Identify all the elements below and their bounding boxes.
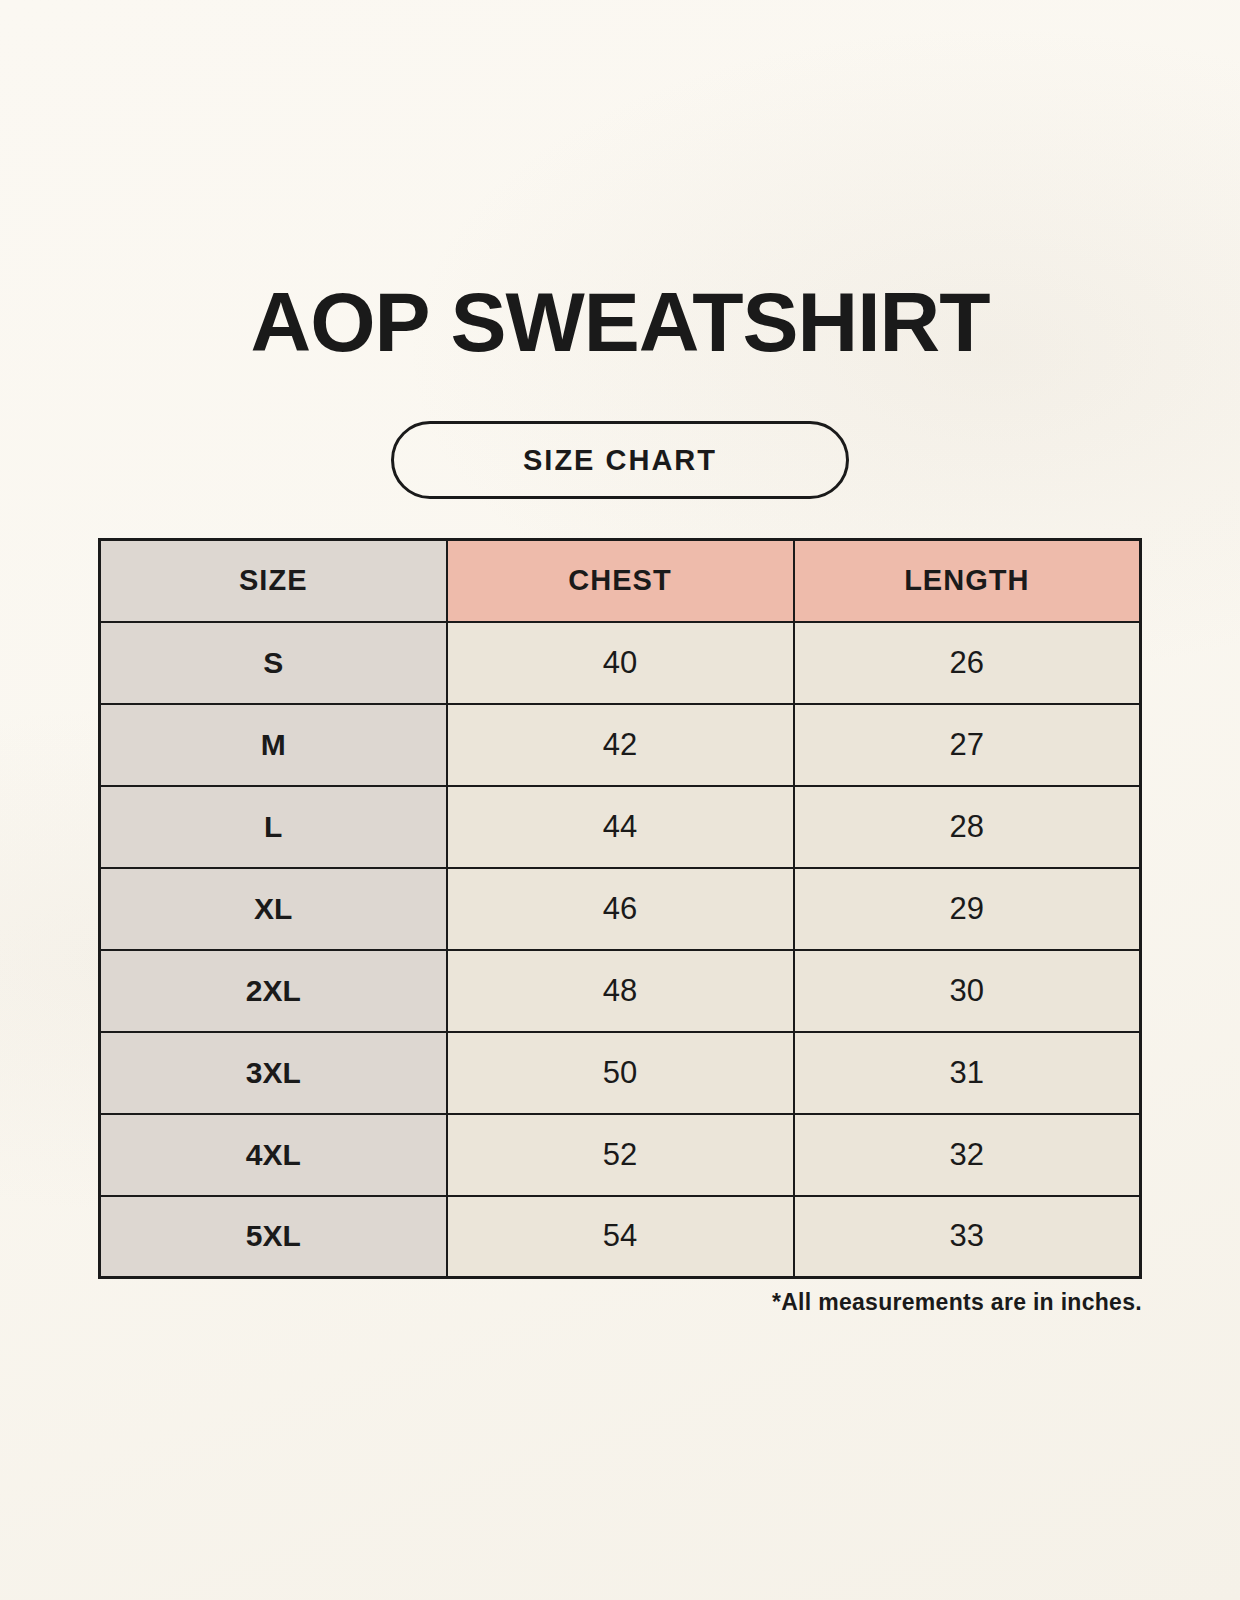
page-title: AOP SWEATSHIRT xyxy=(0,280,1240,364)
size-cell: XL xyxy=(100,868,447,950)
column-header-length: LENGTH xyxy=(794,540,1141,622)
table-header-row: SIZE CHEST LENGTH xyxy=(100,540,1141,622)
size-cell: 2XL xyxy=(100,950,447,1032)
size-cell: 3XL xyxy=(100,1032,447,1114)
column-header-chest: CHEST xyxy=(447,540,794,622)
table-row: L 44 28 xyxy=(100,786,1141,868)
size-chart-table: SIZE CHEST LENGTH S 40 26 M 42 27 L 44 2… xyxy=(98,538,1142,1279)
length-cell: 26 xyxy=(794,622,1141,704)
length-cell: 32 xyxy=(794,1114,1141,1196)
table-row: 5XL 54 33 xyxy=(100,1196,1141,1278)
length-cell: 33 xyxy=(794,1196,1141,1278)
size-chart-badge: SIZE CHART xyxy=(391,421,849,499)
chest-cell: 40 xyxy=(447,622,794,704)
table-row: XL 46 29 xyxy=(100,868,1141,950)
length-cell: 31 xyxy=(794,1032,1141,1114)
length-cell: 27 xyxy=(794,704,1141,786)
chest-cell: 42 xyxy=(447,704,794,786)
table-row: 3XL 50 31 xyxy=(100,1032,1141,1114)
chest-cell: 52 xyxy=(447,1114,794,1196)
column-header-size: SIZE xyxy=(100,540,447,622)
chest-cell: 44 xyxy=(447,786,794,868)
table-row: 2XL 48 30 xyxy=(100,950,1141,1032)
size-chart-badge-label: SIZE CHART xyxy=(523,444,717,477)
length-cell: 28 xyxy=(794,786,1141,868)
measurement-units-footnote: *All measurements are in inches. xyxy=(98,1289,1142,1316)
chest-cell: 50 xyxy=(447,1032,794,1114)
size-cell: M xyxy=(100,704,447,786)
length-cell: 29 xyxy=(794,868,1141,950)
size-cell: S xyxy=(100,622,447,704)
size-cell: 4XL xyxy=(100,1114,447,1196)
table-row: 4XL 52 32 xyxy=(100,1114,1141,1196)
table-row: S 40 26 xyxy=(100,622,1141,704)
chest-cell: 48 xyxy=(447,950,794,1032)
chest-cell: 54 xyxy=(447,1196,794,1278)
size-cell: 5XL xyxy=(100,1196,447,1278)
table-row: M 42 27 xyxy=(100,704,1141,786)
length-cell: 30 xyxy=(794,950,1141,1032)
size-cell: L xyxy=(100,786,447,868)
chest-cell: 46 xyxy=(447,868,794,950)
size-chart-page: AOP SWEATSHIRT SIZE CHART SIZE CHEST LEN… xyxy=(0,0,1240,1600)
